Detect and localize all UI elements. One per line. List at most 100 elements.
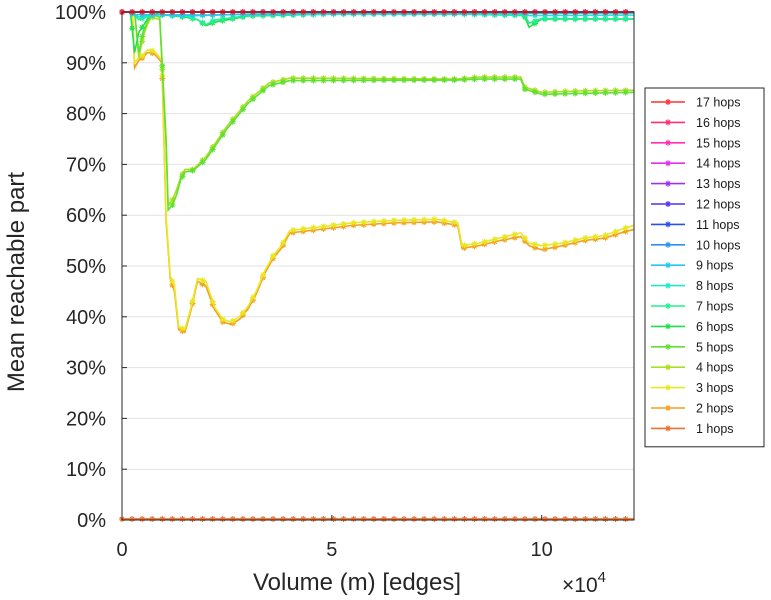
data-point: [270, 515, 277, 522]
data-point: [491, 515, 498, 522]
data-point: [401, 77, 408, 84]
data-point: [199, 515, 206, 522]
data-point: [401, 515, 408, 522]
data-point: [511, 515, 518, 522]
data-point: [612, 89, 619, 96]
data-point: [411, 515, 418, 522]
legend-label: 2 hops: [696, 402, 734, 416]
data-point: [380, 217, 387, 224]
data-point: [219, 515, 226, 522]
data-point: [471, 515, 478, 522]
data-point: [481, 238, 488, 245]
legend-marker: [665, 99, 671, 105]
data-point: [199, 281, 206, 288]
data-point: [370, 77, 377, 84]
data-point: [169, 278, 176, 285]
data-point: [360, 219, 367, 226]
data-point: [340, 515, 347, 522]
legend-item: 1 hops: [651, 422, 734, 436]
y-tick-label: 100%: [55, 2, 106, 24]
data-point: [501, 233, 508, 240]
data-point: [592, 90, 599, 97]
data-point: [521, 86, 528, 93]
data-point: [149, 515, 156, 522]
legend-label: 14 hops: [696, 157, 740, 171]
data-point: [219, 15, 226, 22]
y-tick-label: 70%: [66, 154, 106, 176]
data-point: [552, 515, 559, 522]
data-point: [622, 228, 629, 235]
y-tick-label: 30%: [66, 358, 106, 380]
x-axis-multiplier-exponent: 4: [598, 569, 606, 586]
y-tick-label: 80%: [66, 104, 106, 126]
legend-marker: [665, 303, 671, 309]
data-point: [451, 515, 458, 522]
series-group: [119, 9, 635, 522]
data-point: [219, 131, 226, 138]
legend-marker: [665, 201, 671, 207]
data-point: [421, 515, 428, 522]
data-point: [471, 76, 478, 83]
legend-label: 17 hops: [696, 96, 740, 110]
data-point: [562, 239, 569, 246]
data-point: [411, 77, 418, 84]
data-point: [360, 515, 367, 522]
data-point: [139, 52, 146, 59]
data-point: [441, 217, 448, 224]
data-point: [340, 77, 347, 84]
data-point: [179, 515, 186, 522]
legend-marker: [665, 323, 671, 330]
data-point: [411, 216, 418, 223]
data-point: [511, 231, 518, 238]
data-point: [471, 240, 478, 247]
legend-label: 6 hops: [696, 320, 734, 334]
legend-item: 16 hops: [651, 116, 740, 130]
data-point: [531, 244, 538, 251]
legend-marker: [665, 139, 671, 146]
data-point: [582, 234, 589, 241]
data-point: [481, 76, 488, 83]
data-point: [169, 202, 176, 209]
data-point: [582, 90, 589, 97]
data-point: [239, 309, 246, 316]
data-point: [612, 16, 619, 23]
data-point: [441, 77, 448, 84]
data-point: [260, 87, 267, 94]
data-point: [310, 515, 317, 522]
data-point: [370, 218, 377, 225]
data-point: [280, 79, 287, 86]
legend-item: 2 hops: [651, 402, 734, 416]
data-point: [300, 515, 307, 522]
data-point: [159, 515, 166, 522]
data-point: [139, 24, 146, 31]
data-point: [310, 224, 317, 231]
data-point: [370, 515, 377, 522]
data-point: [179, 173, 186, 180]
data-point: [169, 515, 176, 522]
data-point: [209, 515, 216, 522]
data-point: [602, 232, 609, 239]
data-point: [582, 515, 589, 522]
data-point: [330, 77, 337, 84]
data-point: [622, 89, 629, 96]
legend-marker: [665, 119, 671, 126]
data-point: [219, 316, 226, 323]
data-point: [280, 515, 287, 522]
legend-item: 7 hops: [651, 300, 734, 314]
legend-label: 4 hops: [696, 361, 734, 375]
y-tick-label: 0%: [77, 510, 106, 532]
data-point: [270, 81, 277, 88]
data-point: [179, 325, 186, 332]
legend-item: 4 hops: [651, 361, 734, 375]
y-axis-label: Mean reachable part: [3, 172, 30, 392]
data-point: [431, 77, 438, 84]
legend-marker: [665, 425, 671, 432]
data-point: [290, 77, 297, 84]
legend-label: 1 hops: [696, 422, 734, 436]
y-tick-label: 10%: [66, 459, 106, 481]
data-point: [511, 234, 518, 241]
data-point: [451, 219, 458, 226]
data-point: [260, 272, 267, 279]
legend-label: 7 hops: [696, 300, 734, 314]
